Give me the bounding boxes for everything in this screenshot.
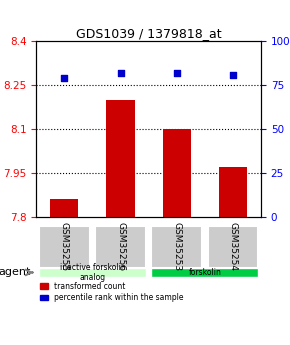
Point <box>231 72 235 78</box>
Bar <box>163 129 191 217</box>
Text: forskolin: forskolin <box>188 268 221 277</box>
Text: GSM35255: GSM35255 <box>60 222 69 272</box>
Bar <box>106 100 135 217</box>
Point <box>118 70 123 76</box>
Point <box>62 76 67 81</box>
FancyBboxPatch shape <box>151 226 202 268</box>
Bar <box>50 199 78 217</box>
Text: GSM35253: GSM35253 <box>172 222 181 272</box>
Title: GDS1039 / 1379818_at: GDS1039 / 1379818_at <box>76 27 222 40</box>
Legend: transformed count, percentile rank within the sample: transformed count, percentile rank withi… <box>40 282 183 302</box>
FancyBboxPatch shape <box>39 226 90 268</box>
Text: GSM35256: GSM35256 <box>116 222 125 272</box>
Text: agent: agent <box>0 267 31 277</box>
FancyBboxPatch shape <box>151 268 258 277</box>
FancyBboxPatch shape <box>95 226 146 268</box>
Text: GSM35254: GSM35254 <box>229 223 238 272</box>
Point <box>174 70 179 76</box>
Bar <box>219 167 247 217</box>
FancyBboxPatch shape <box>39 268 146 277</box>
Text: inactive forskolin
analog: inactive forskolin analog <box>59 263 125 282</box>
FancyBboxPatch shape <box>208 226 258 268</box>
